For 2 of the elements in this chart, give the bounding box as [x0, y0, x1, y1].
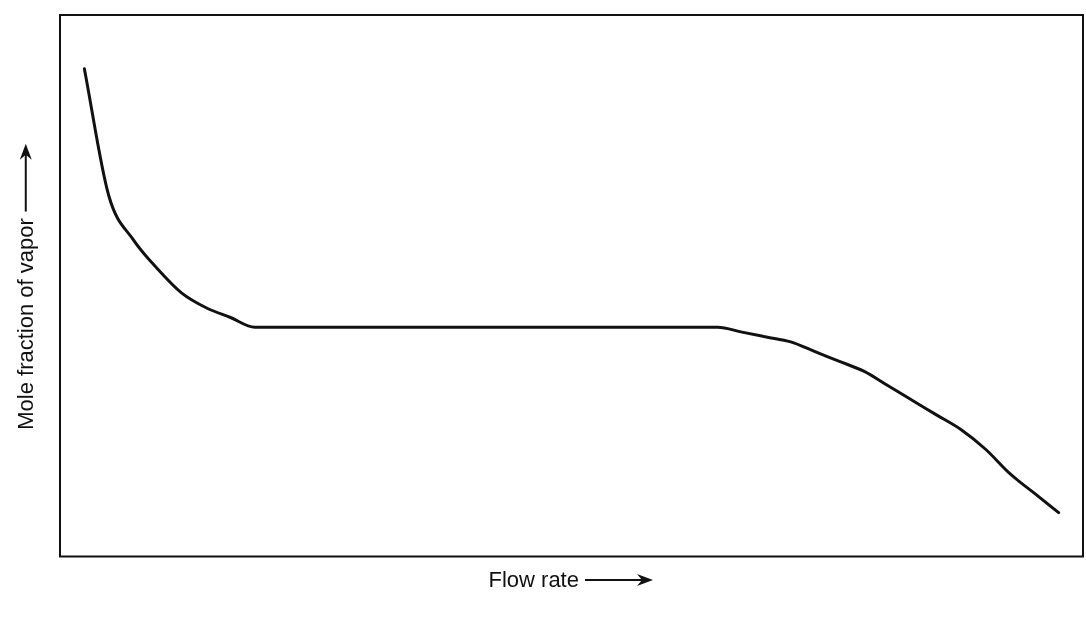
x-axis-title: Flow rate [488, 566, 579, 593]
y-axis-title: Mole fraction of vapor [12, 218, 39, 430]
